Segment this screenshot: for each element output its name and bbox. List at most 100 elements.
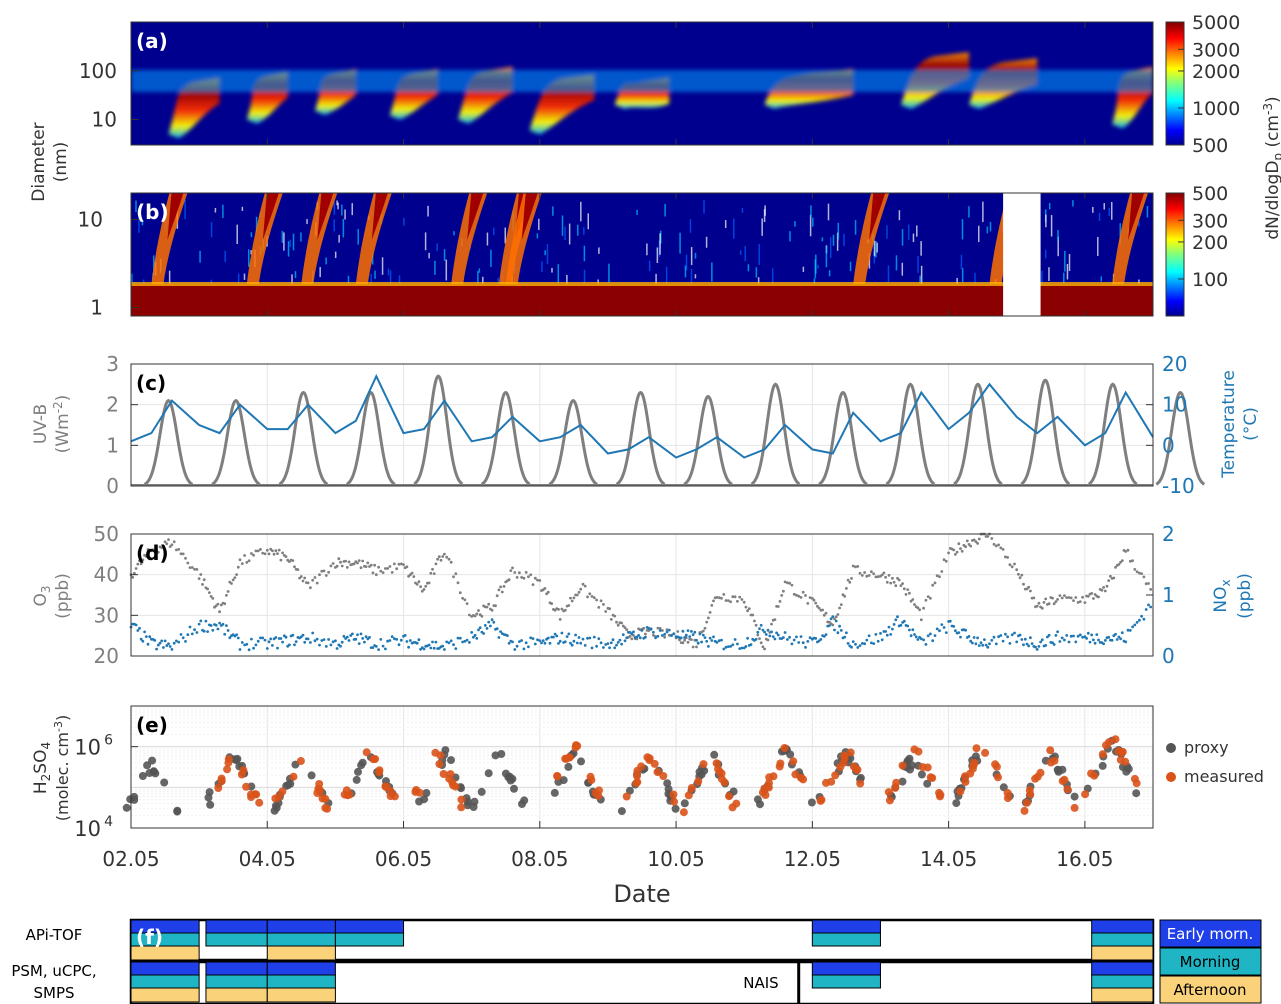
noise-streak: [1057, 236, 1059, 257]
proxy-point: [206, 800, 215, 809]
nox-point: [204, 619, 208, 623]
o3-point: [884, 575, 887, 579]
o3-point: [324, 574, 328, 577]
nox-point: [518, 640, 521, 643]
o3-point: [1093, 593, 1097, 596]
proxy-point: [484, 769, 493, 778]
noise-streak: [424, 232, 427, 251]
nox-point: [632, 630, 635, 634]
o3-point: [938, 575, 941, 579]
nox-point: [1124, 640, 1128, 644]
nox-axis-label-line1: NOx: [1211, 579, 1233, 612]
nox-point: [156, 643, 160, 647]
o3-point: [1149, 588, 1153, 591]
noise-streak: [236, 224, 238, 245]
o3-point: [133, 571, 136, 575]
o3-point: [1013, 562, 1016, 566]
measured-point: [289, 772, 298, 781]
o3-point: [763, 647, 766, 651]
o3-point: [656, 626, 660, 630]
o3-point: [586, 595, 589, 599]
y-tick-label: 10: [74, 817, 101, 841]
measured-point: [991, 760, 1000, 769]
noise-streak: [802, 266, 805, 272]
nox-point: [403, 634, 407, 637]
nox-point: [759, 623, 763, 627]
nox-point: [1102, 642, 1105, 646]
nox-point: [1054, 634, 1058, 637]
o3-point: [843, 594, 847, 598]
o3-point: [424, 584, 428, 588]
legend-morning-box: [1159, 947, 1262, 976]
nox-point: [475, 637, 479, 640]
nox-point: [1126, 628, 1130, 632]
nox-point: [267, 640, 271, 644]
nox-point: [477, 628, 480, 632]
colorbar-tick-label: 3000: [1192, 39, 1240, 61]
o3-point: [1092, 597, 1095, 600]
o3-point: [347, 560, 351, 564]
nox-point: [299, 635, 303, 639]
o3-point: [661, 629, 664, 632]
y-tick-label: 40: [94, 563, 119, 587]
nox-point: [768, 634, 772, 638]
measured-point: [451, 782, 460, 791]
nox-point: [558, 639, 562, 643]
nox-point: [972, 636, 976, 639]
nox-point: [663, 632, 667, 636]
nox-point: [569, 641, 572, 645]
nox-point: [621, 633, 625, 637]
o3-point: [1147, 582, 1150, 585]
nox-point: [640, 629, 644, 632]
noise-streak: [989, 221, 992, 232]
o3-point: [1052, 602, 1056, 606]
o3-point: [156, 550, 160, 554]
noise-streak: [665, 266, 668, 284]
o3-point: [434, 562, 438, 566]
nox-point: [797, 641, 801, 644]
o3-point: [1083, 601, 1087, 604]
o3-point: [1124, 550, 1128, 553]
noise-streak: [1050, 215, 1053, 237]
nox-point: [790, 642, 794, 646]
nox-point: [1147, 603, 1150, 607]
nox-point: [698, 632, 702, 636]
y-tick-exponent: 4: [104, 814, 113, 830]
nox-point: [729, 645, 732, 648]
noise-streak: [733, 218, 735, 239]
nox-point: [555, 634, 559, 638]
measured-point: [1081, 790, 1090, 799]
noise-streak: [381, 257, 384, 275]
nox-point: [693, 630, 697, 634]
nox-point: [429, 646, 433, 650]
o3-point: [240, 562, 244, 565]
nox-point: [954, 629, 957, 633]
o3-point: [524, 571, 528, 574]
noise-streak: [919, 275, 921, 289]
noise-streak: [1066, 264, 1069, 280]
nox-point: [834, 619, 838, 623]
o3-point: [908, 591, 911, 595]
o3-point: [854, 565, 857, 569]
o3-point: [599, 599, 603, 603]
panel-c: 0 1 2 3 -10 0 10 20 (c) UV-B (Wm-2) Temperatur…: [31, 352, 1261, 498]
nox-point: [761, 628, 765, 632]
cluster-core-6: [521, 193, 538, 240]
o3-point: [959, 547, 962, 550]
nox-point: [637, 634, 640, 637]
nox-point: [620, 642, 623, 646]
noise-streak: [598, 247, 600, 254]
o3-point: [977, 537, 981, 541]
colorbar-a: [1165, 21, 1185, 146]
proxy-point: [671, 804, 680, 813]
noise-streak: [248, 249, 250, 267]
o3-point: [906, 588, 910, 591]
nox-point: [649, 627, 653, 631]
noise-streak: [689, 219, 692, 233]
nox-point: [684, 633, 688, 637]
y-tick-label: 1: [90, 295, 103, 319]
nox-point: [604, 643, 608, 646]
row-label-apitof: APi-TOF: [26, 926, 83, 944]
noise-streak: [552, 206, 554, 216]
noise-streak: [237, 273, 240, 287]
